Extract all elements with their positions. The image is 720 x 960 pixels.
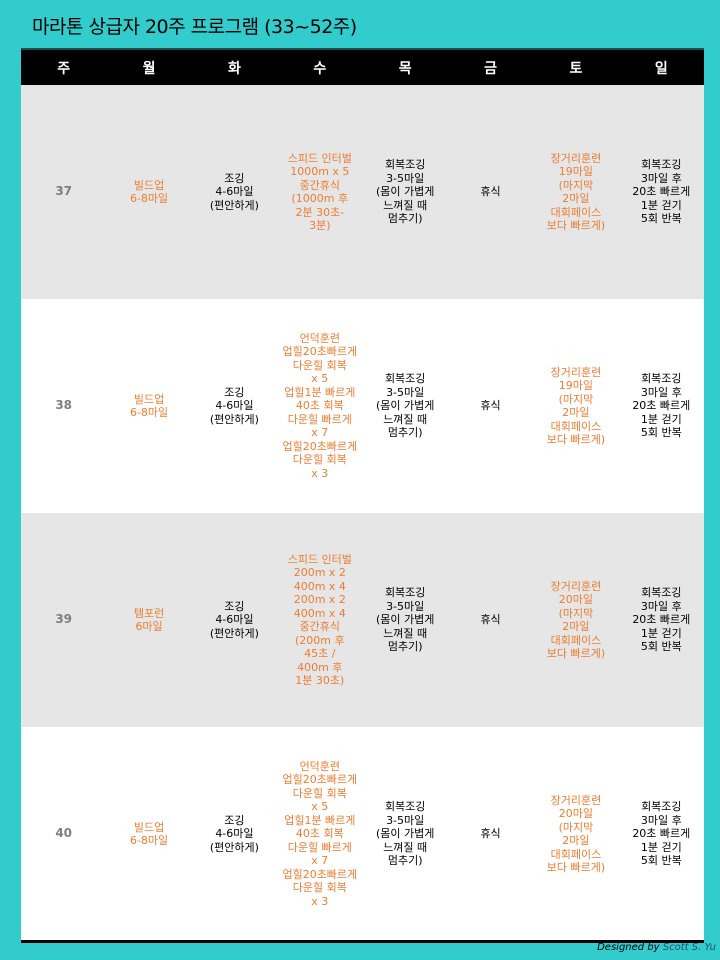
- header-tue: 화: [227, 60, 241, 77]
- cell-week: 37: [55, 184, 73, 199]
- cell-fri: 휴식: [480, 613, 501, 627]
- cell-tue: 조깅 4-6마일 (편안하게): [209, 599, 259, 640]
- cell-mon: 빌드업 6-8마일: [129, 392, 169, 420]
- header-sat: 토: [569, 60, 583, 77]
- cell-tue: 조깅 4-6마일 (편안하게): [209, 171, 259, 212]
- cell-mon: 빌드업 6-8마일: [129, 820, 169, 848]
- cell-thu: 회복조깅 3-5마일 (몸이 가볍게 느껴질 때 멈추기): [375, 800, 435, 868]
- header-sun: 일: [654, 60, 668, 77]
- cell-sat: 장거리훈련 20마일 (마지막 2마일 대회페이스 보다 빠르게): [546, 579, 606, 661]
- table-bottom-border: [21, 940, 704, 943]
- cell-sat: 장거리훈련 20마일 (마지막 2마일 대회페이스 보다 빠르게): [546, 793, 606, 875]
- cell-tue: 조깅 4-6마일 (편안하게): [209, 385, 259, 426]
- cell-week: 39: [55, 612, 73, 627]
- header-fri: 금: [484, 60, 497, 77]
- table-row: 39 템포런 6마일 조깅 4-6마일 (편안하게) 스피드 인터벌 200m x 2…: [21, 513, 704, 727]
- cell-fri: 휴식: [480, 827, 501, 841]
- cell-week: 38: [55, 398, 73, 413]
- credit-name: Scott S. Yu: [662, 942, 716, 953]
- cell-wed: 스피드 인터벌 200m x 2 400m x 4 200m x 2 400m …: [287, 552, 352, 688]
- cell-sun: 회복조깅 3마일 후 20초 빠르게 1분 걷기 5회 반복: [632, 158, 691, 226]
- cell-sun: 회복조깅 3마일 후 20초 빠르게 1분 걷기 5회 반복: [632, 372, 691, 440]
- cell-thu: 회복조깅 3-5마일 (몸이 가볍게 느껴질 때 멈추기): [375, 158, 435, 226]
- credit-prefix: Designed by: [597, 942, 660, 953]
- cell-wed: 스피드 인터벌 1000m x 5 중간휴식 (1000m 후 2분 30초- …: [287, 151, 352, 233]
- cell-sun: 회복조깅 3마일 후 20초 빠르게 1분 걷기 5회 반복: [632, 800, 691, 868]
- cell-sat: 장거리훈련 19마일 (마지막 2마일 대회페이스 보다 빠르게): [546, 365, 606, 447]
- cell-sat: 장거리훈련 19마일 (마지막 2마일 대회페이스 보다 빠르게): [546, 151, 606, 233]
- cell-thu: 회복조깅 3-5마일 (몸이 가볍게 느껴질 때 멈추기): [375, 586, 435, 654]
- header-thu: 목: [398, 60, 412, 77]
- cell-wed: 언덕훈련 업힐20초빠르게 다운힐 회복 x 5 업힐1분 빠르게 40초 회복…: [282, 759, 358, 908]
- header-mon: 월: [142, 60, 156, 77]
- table-row: 38 빌드업 6-8마일 조깅 4-6마일 (편안하게) 언덕훈련 업힐20초빠르게 …: [21, 299, 704, 513]
- cell-thu: 회복조깅 3-5마일 (몸이 가볍게 느껴질 때 멈추기): [375, 372, 435, 440]
- cell-tue: 조깅 4-6마일 (편안하게): [209, 813, 259, 854]
- page-title: 마라톤 상급자 20주 프로그램 (33~52주): [32, 16, 357, 38]
- header-week: 주: [57, 60, 71, 77]
- table-header: 주 월 화 수 목 금 토 일: [21, 48, 704, 85]
- cell-fri: 휴식: [480, 185, 501, 199]
- cell-mon: 빌드업 6-8마일: [129, 178, 169, 206]
- schedule-table: 주 월 화 수 목 금 토 일 37 빌드업 6-8마일 조깅 4-6마일 (편안하…: [21, 48, 704, 941]
- cell-week: 40: [55, 826, 73, 841]
- cell-sun: 회복조깅 3마일 후 20초 빠르게 1분 걷기 5회 반복: [632, 586, 691, 654]
- cell-fri: 휴식: [480, 399, 501, 413]
- table-row: 40 빌드업 6-8마일 조깅 4-6마일 (편안하게) 언덕훈련 업힐20초빠르게 …: [21, 727, 704, 941]
- header-wed: 수: [313, 60, 327, 77]
- cell-mon: 템포런 6마일: [133, 606, 165, 634]
- cell-wed: 언덕훈련 업힐20초빠르게 다운힐 회복 x 5 업힐1분 빠르게 40초 회복…: [282, 331, 358, 480]
- table-row: 37 빌드업 6-8마일 조깅 4-6마일 (편안하게) 스피드 인터벌 1000m …: [21, 85, 704, 299]
- designer-credit: Designed by Scott S. Yu: [597, 942, 716, 953]
